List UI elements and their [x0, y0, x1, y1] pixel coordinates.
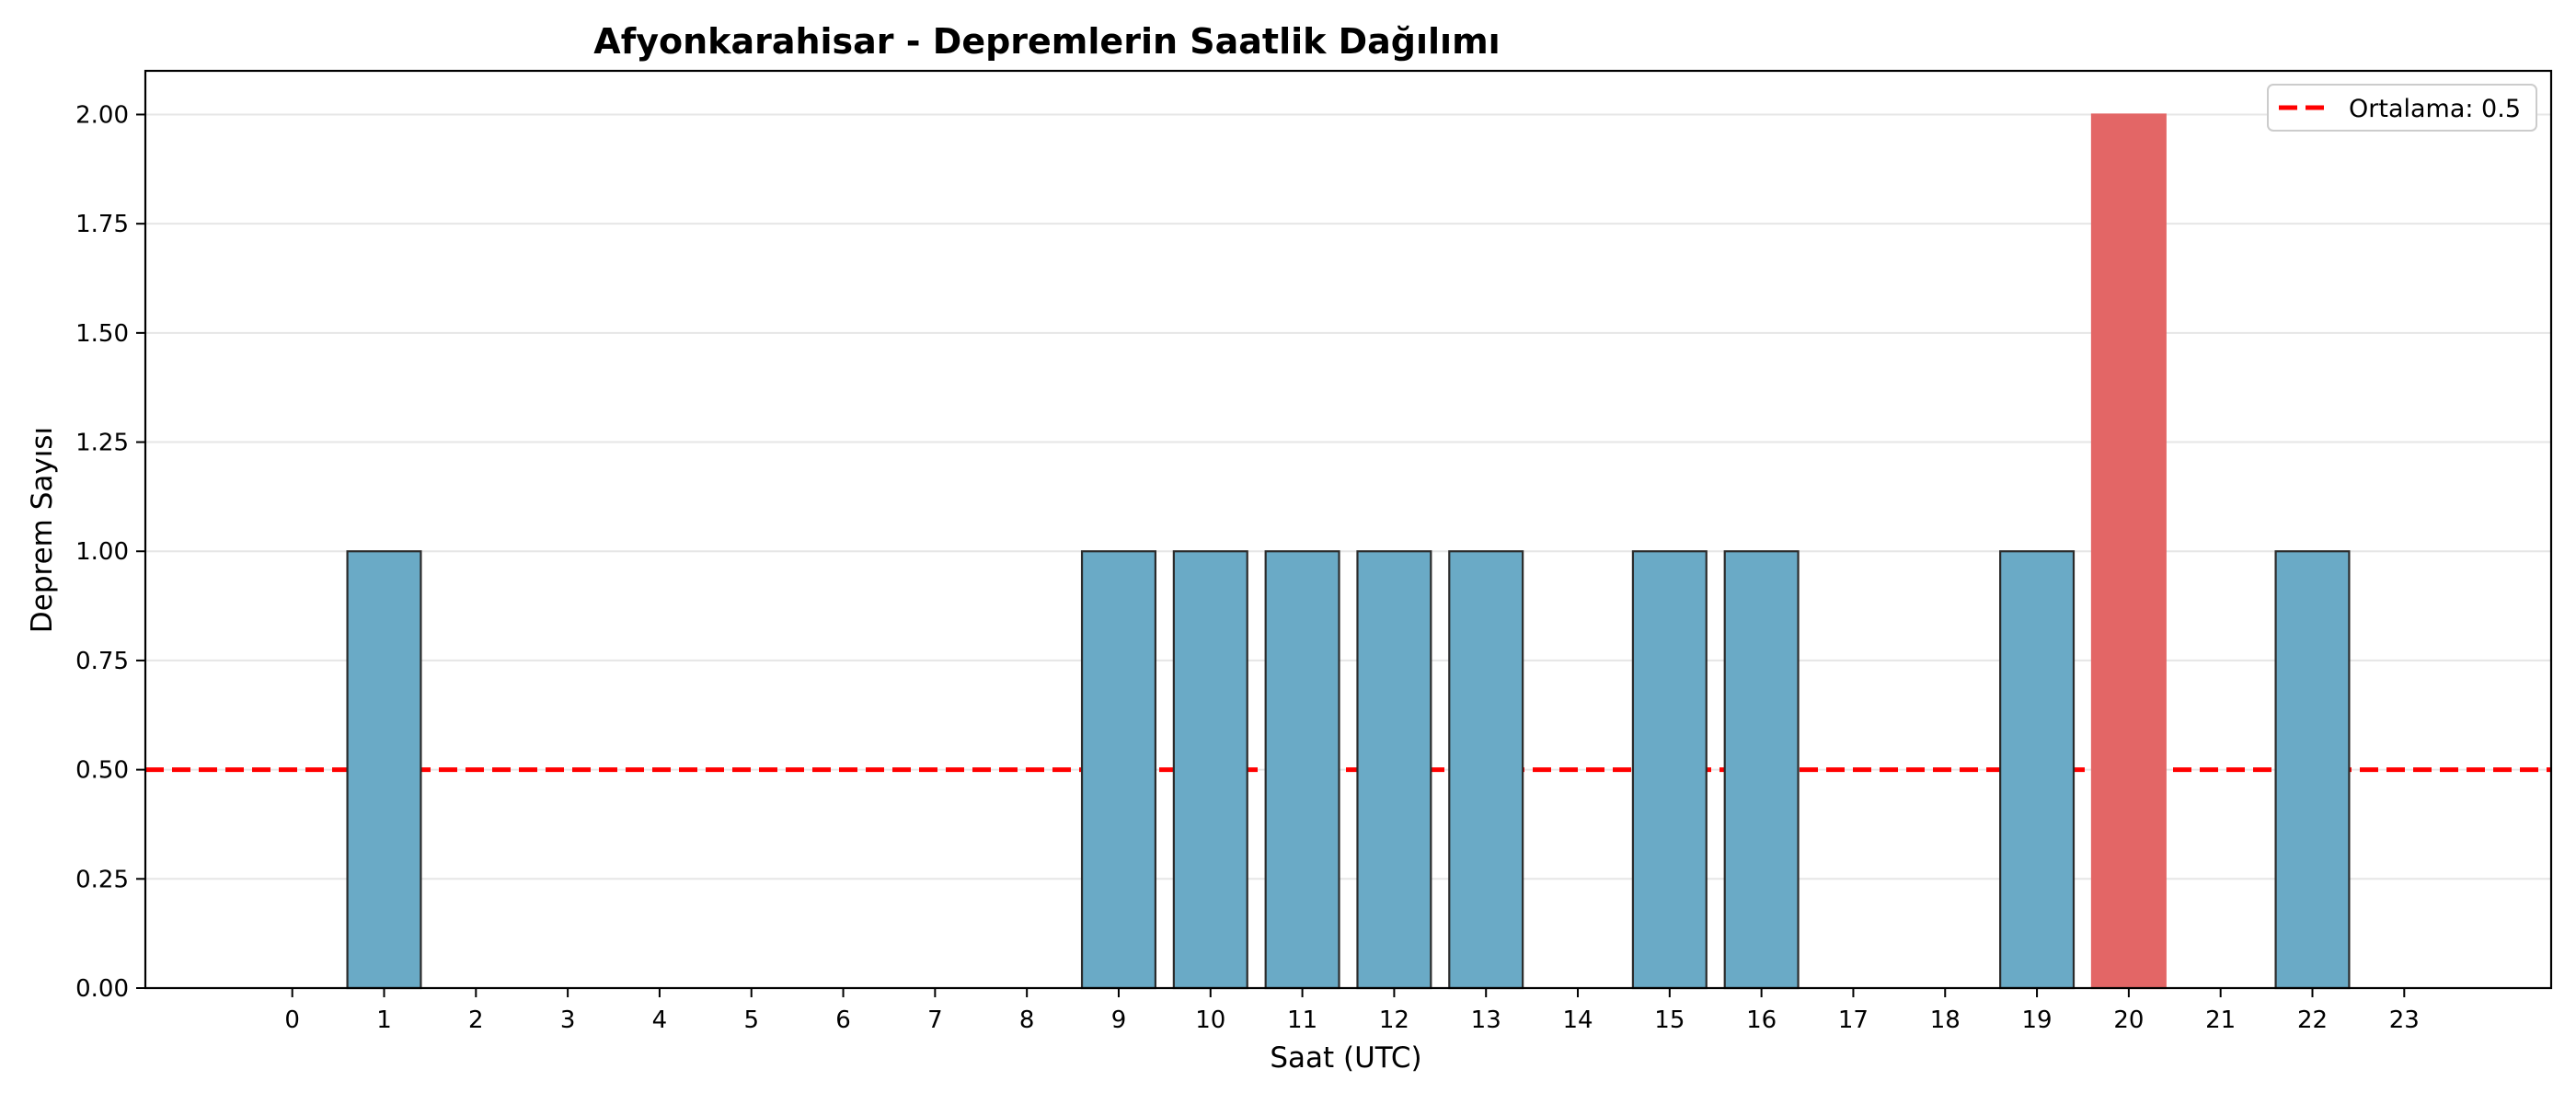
- bar-hour-19: [1999, 550, 2076, 990]
- y-tick-label: 0.50: [75, 757, 129, 785]
- x-tick-label: 13: [1471, 1006, 1501, 1034]
- x-tick-label: 5: [743, 1006, 759, 1034]
- legend-mean-label: Ortalama: 0.5: [2349, 95, 2521, 123]
- legend-box: [2267, 84, 2537, 132]
- y-tick-label: 0.75: [75, 648, 129, 675]
- y-tick-label: 1.25: [75, 430, 129, 457]
- y-tick-label: 1.75: [75, 211, 129, 238]
- x-tick-label: 12: [1379, 1006, 1409, 1034]
- bar-hour-13: [1448, 550, 1524, 990]
- x-tick-label: 3: [560, 1006, 576, 1034]
- chart-title: Afyonkarahisar - Depremlerin Saatlik Dağ…: [593, 21, 1500, 62]
- bar-hour-12: [1356, 550, 1432, 990]
- bar-hour-22: [2274, 550, 2351, 990]
- x-tick-label: 6: [835, 1006, 851, 1034]
- x-tick-label: 7: [927, 1006, 943, 1034]
- x-tick-label: 4: [652, 1006, 668, 1034]
- bar-hour-16: [1723, 550, 1800, 990]
- x-tick-label: 21: [2205, 1006, 2236, 1034]
- bar-hour-10: [1172, 550, 1248, 990]
- x-tick-label: 1: [376, 1006, 392, 1034]
- x-tick-label: 10: [1195, 1006, 1225, 1034]
- y-ticks: 0.00 0.25 0.50 0.75 1.00 1.25 1.50 1.75 2.00: [75, 101, 145, 1003]
- x-tick-label: 16: [1746, 1006, 1777, 1034]
- x-ticks: 0 1 2 3 4 5 6 7 8 9 10 11 12 13 14 15 16 17 18 19 20 21 22 23: [284, 988, 2420, 1034]
- x-axis-label: Saat (UTC): [1270, 1041, 1421, 1075]
- legend: Ortalama: 0.5: [2267, 84, 2537, 132]
- x-tick-label: 23: [2389, 1006, 2420, 1034]
- y-tick-label: 2.00: [75, 101, 129, 129]
- grid-layer: [145, 113, 2551, 989]
- bar-hour-1: [346, 550, 422, 990]
- y-tick-label: 0.00: [75, 975, 129, 1003]
- plot-frame: [144, 69, 2553, 990]
- bar-hour-15: [1631, 550, 1708, 990]
- x-tick-label: 18: [1930, 1006, 1961, 1034]
- y-tick-label: 0.25: [75, 866, 129, 893]
- x-tick-label: 19: [2022, 1006, 2053, 1034]
- x-tick-label: 9: [1111, 1006, 1127, 1034]
- bar-hour-20: [2090, 113, 2167, 990]
- y-tick-label: 1.00: [75, 538, 129, 566]
- x-tick-label: 2: [468, 1006, 484, 1034]
- bar-hour-9: [1080, 550, 1157, 990]
- y-tick-label: 1.50: [75, 320, 129, 348]
- x-tick-label: 20: [2113, 1006, 2144, 1034]
- x-tick-label: 11: [1287, 1006, 1317, 1034]
- x-tick-label: 14: [1562, 1006, 1593, 1034]
- y-axis-label: Deprem Sayısı: [26, 427, 59, 633]
- x-tick-label: 17: [1838, 1006, 1869, 1034]
- x-tick-label: 22: [2297, 1006, 2328, 1034]
- bar-hour-11: [1264, 550, 1340, 990]
- x-tick-label: 8: [1019, 1006, 1035, 1034]
- x-tick-label: 0: [284, 1006, 300, 1034]
- x-tick-label: 15: [1654, 1006, 1685, 1034]
